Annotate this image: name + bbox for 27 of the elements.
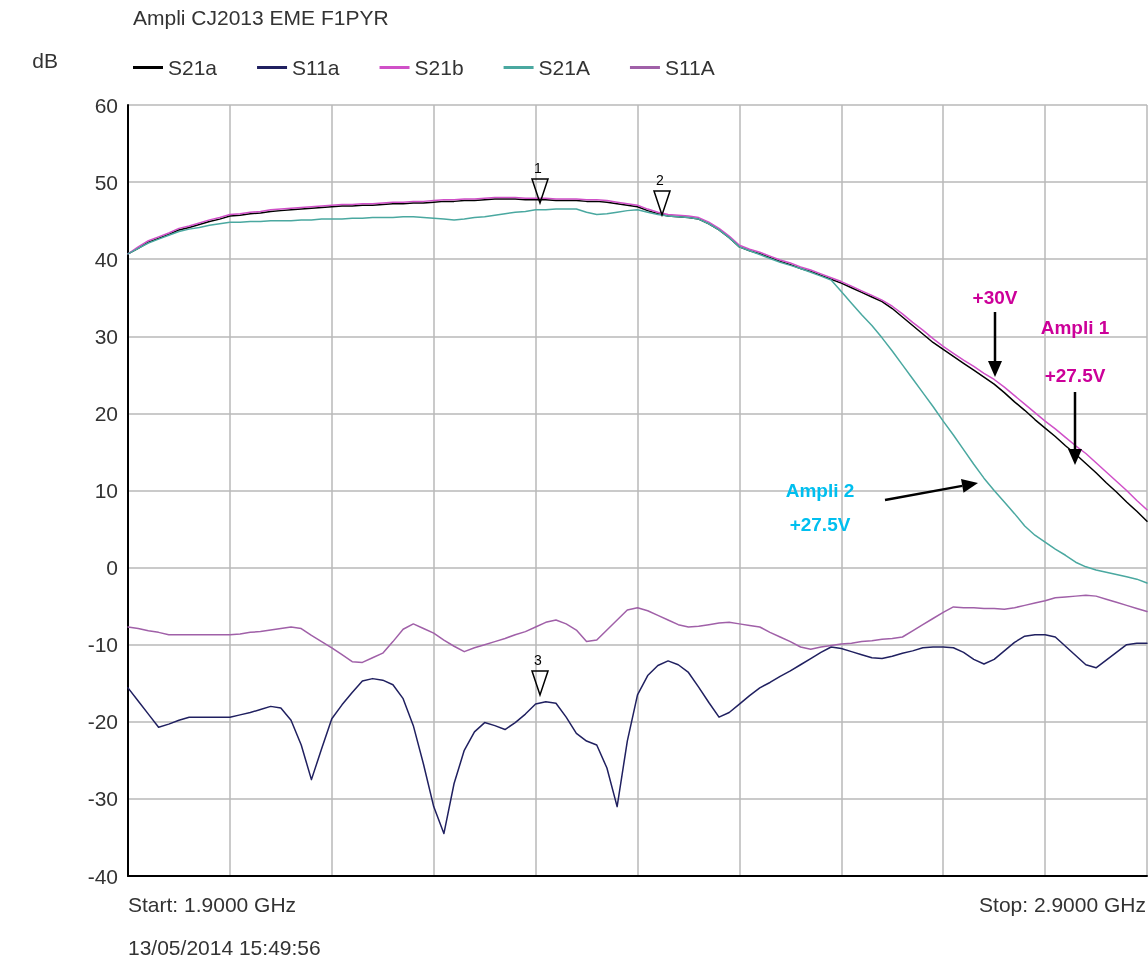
text: Stop: 2.9000 GHz: [979, 893, 1146, 916]
text: Ampli 1 +27.5V: [1040, 317, 1110, 386]
annotation: 1: [534, 160, 543, 176]
legend-label: S11A: [664, 56, 715, 79]
y-tick-label: -10: [87, 633, 118, 657]
y-tick-label: 10: [94, 479, 118, 502]
y-tick-label: 50: [94, 170, 118, 194]
text: Start: 1.9000 GHz: [128, 893, 297, 916]
legend-label: S21a: [168, 56, 218, 79]
annotation: 2: [656, 172, 665, 188]
legend-label: S11a: [292, 56, 340, 79]
legend-label: S21b: [414, 56, 464, 79]
y-tick-label: -30: [87, 787, 118, 811]
annotation: Ampli 2 +27.5V: [785, 480, 855, 535]
y-tick-label: -20: [87, 710, 118, 734]
legend-label: S21A: [538, 56, 590, 79]
y-tick-label: 30: [94, 324, 118, 348]
y-tick-label: -40: [87, 864, 118, 888]
y-tick-label: 40: [94, 247, 118, 271]
annotation: 3: [534, 652, 543, 668]
y-tick-label: 20: [94, 401, 118, 425]
chart-title: Ampli CJ2013 EME F1PYR: [133, 6, 389, 29]
y-tick-label: 0: [106, 556, 118, 580]
y-tick-label: 60: [94, 93, 118, 117]
y-axis-title: dB: [32, 49, 58, 72]
annotation: +30V: [972, 287, 1018, 308]
text: 13/05/2014 15:49:56: [128, 936, 321, 959]
